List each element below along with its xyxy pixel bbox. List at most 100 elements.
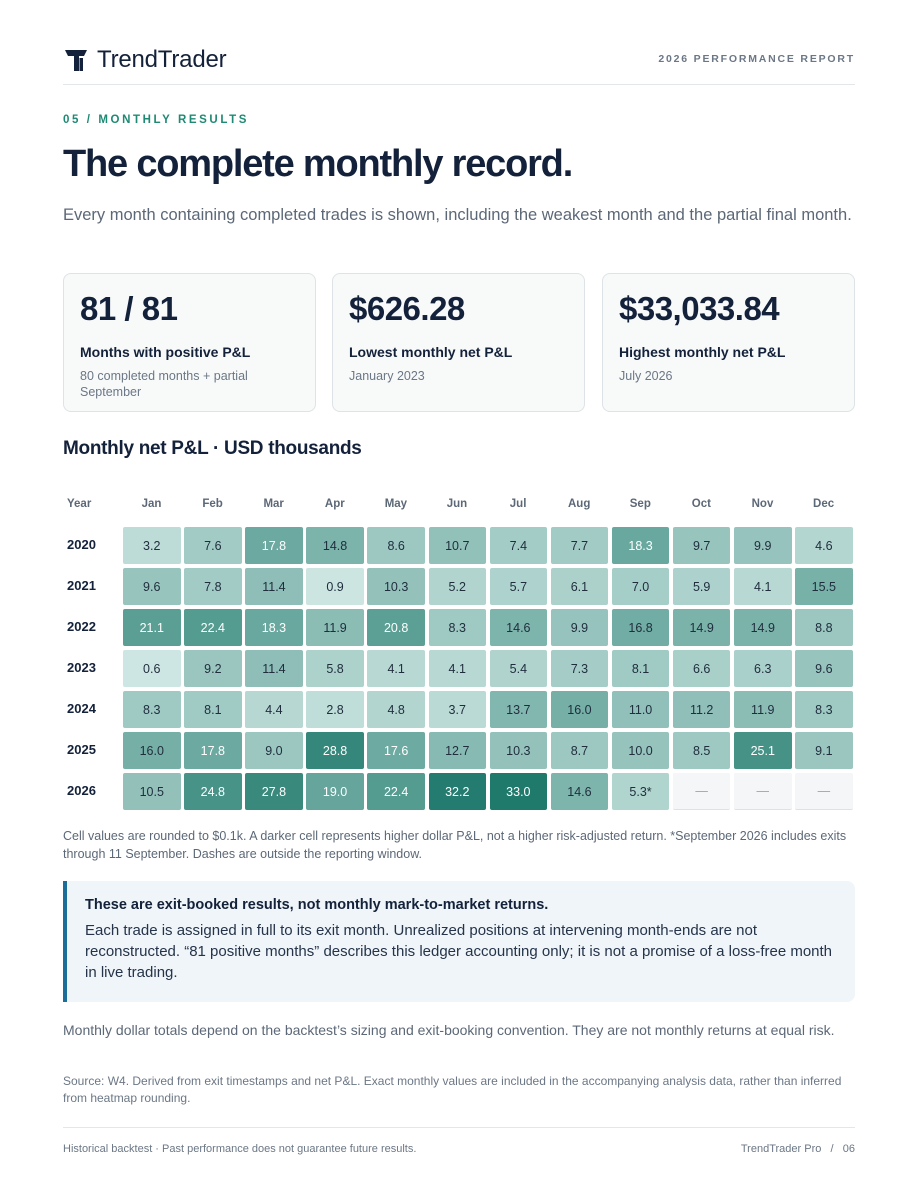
heatmap-cell: 20.8 [367, 609, 425, 646]
kpi-card-highest-month: $33,033.84 Highest monthly net P&L July … [602, 273, 855, 412]
heatmap-cell: 8.3 [123, 691, 181, 728]
heatmap-cell: 17.8 [184, 732, 242, 769]
heatmap-cell: 18.3 [245, 609, 303, 646]
heatmap-cell: — [795, 773, 853, 810]
brand-name: TrendTrader [97, 46, 227, 73]
heatmap-year-label: 2023 [67, 660, 96, 675]
heatmap-cell: 15.5 [795, 568, 853, 605]
heatmap-cell: 28.8 [306, 732, 364, 769]
callout-box: These are exit-booked results, not month… [63, 881, 855, 1002]
kpi-label: Highest monthly net P&L [619, 344, 786, 360]
heatmap-year-label: 2024 [67, 701, 96, 716]
heatmap-cell: — [672, 773, 731, 810]
heatmap-year-label: 2020 [67, 537, 96, 552]
page-footer: Historical backtest · Past performance d… [63, 1127, 855, 1155]
kpi-value: $626.28 [349, 290, 465, 327]
heatmap-cell: 7.3 [550, 650, 609, 687]
heatmap-cell: 9.9 [550, 609, 609, 646]
heatmap-month-label: May [384, 498, 408, 510]
heatmap-cell: 8.3 [795, 691, 853, 728]
kpi-detail: July 2026 [619, 369, 673, 383]
heatmap-cell: 4.1 [367, 650, 425, 687]
callout-heading: These are exit-booked results, not month… [85, 897, 549, 913]
heatmap-cell: 11.4 [245, 650, 303, 687]
heatmap-month-label: Dec [813, 498, 835, 510]
heatmap-cell: 10.5 [123, 773, 181, 810]
kpi-value: 81 / 81 [80, 290, 178, 327]
kpi-detail: January 2023 [349, 369, 425, 383]
heatmap-month-label: Jan [141, 498, 162, 510]
kpi-card-positive-months: 81 / 81 Months with positive P&L 80 comp… [63, 273, 316, 412]
heatmap-cell: 4.8 [367, 691, 425, 728]
heatmap-cell: 7.0 [611, 568, 670, 605]
heatmap-cell: 5.8 [306, 650, 364, 687]
heatmap-month-label: Feb [202, 498, 223, 510]
heatmap-cell: 14.9 [672, 609, 731, 646]
heatmap-cell: 24.8 [184, 773, 242, 810]
heatmap-cell: 12.7 [428, 732, 486, 769]
heatmap-month-label: Jun [446, 498, 468, 510]
heatmap-month-label: Jul [509, 498, 527, 510]
heatmap-cell: 18.3 [611, 527, 670, 564]
heatmap-cell: 5.7 [489, 568, 548, 605]
heatmap-cell: 9.1 [795, 732, 853, 769]
kpi-value: $33,033.84 [619, 290, 780, 327]
heatmap-cell: 6.1 [550, 568, 609, 605]
heatmap-cell: 7.4 [489, 527, 548, 564]
heatmap-cell: 25.1 [734, 732, 792, 769]
heatmap-cell: 8.1 [184, 691, 242, 728]
kpi-card-lowest-month: $626.28 Lowest monthly net P&L January 2… [332, 273, 585, 412]
heatmap-cell: 14.8 [306, 527, 364, 564]
heatmap-cell: 5.9 [672, 568, 731, 605]
heatmap-cell: 14.9 [734, 609, 792, 646]
heatmap-cell: 5.3* [611, 773, 670, 810]
heatmap-cell: 4.4 [245, 691, 303, 728]
heatmap-cell: 3.2 [123, 527, 181, 564]
heatmap-cell: 2.8 [306, 691, 364, 728]
heatmap-cell: 22.4 [184, 609, 242, 646]
heatmap-cell: 27.8 [245, 773, 303, 810]
heatmap-cell: 8.3 [428, 609, 486, 646]
heatmap-cell: 22.4 [367, 773, 425, 810]
heatmap-cell: 11.9 [306, 609, 364, 646]
heatmap-cell: 3.7 [428, 691, 486, 728]
heatmap-cell: 6.6 [672, 650, 731, 687]
heatmap-corner-label: Year [67, 498, 92, 510]
heatmap-cell: 32.2 [428, 773, 486, 810]
heatmap-cell: 10.3 [489, 732, 548, 769]
heatmap-month-label: Apr [324, 498, 345, 510]
footer-page-number: TrendTrader Pro / 06 [740, 1143, 855, 1155]
heatmap-cell: 9.2 [184, 650, 242, 687]
kpi-label: Months with positive P&L [80, 344, 251, 360]
heatmap-cell: 8.8 [795, 609, 853, 646]
heatmap-cell: 4.6 [795, 527, 853, 564]
heatmap-cell: 14.6 [550, 773, 609, 810]
heatmap-cell: 11.0 [611, 691, 670, 728]
brand-logo: TrendTrader [63, 46, 227, 74]
heatmap-year-label: 2025 [67, 742, 96, 757]
heatmap-cell: 7.7 [550, 527, 609, 564]
heatmap-year-label: 2026 [67, 783, 96, 798]
heatmap-month-label: Sep [629, 498, 651, 510]
heatmap-cell: 17.8 [245, 527, 303, 564]
heatmap-cell: 9.7 [672, 527, 731, 564]
heatmap-cell: 11.9 [734, 691, 792, 728]
heatmap-month-label: Oct [691, 498, 711, 510]
heatmap-cell: 8.1 [611, 650, 670, 687]
heatmap-cell: 8.5 [672, 732, 731, 769]
report-tag: 2026 PERFORMANCE REPORT [658, 53, 855, 65]
kpi-detail: 80 completed months + partial September [80, 369, 248, 399]
heatmap-cell: 19.0 [306, 773, 364, 810]
footer-disclaimer: Historical backtest · Past performance d… [63, 1143, 417, 1155]
heatmap-cell: 11.4 [245, 568, 303, 605]
heatmap-cell: 10.7 [428, 527, 486, 564]
heatmap-note: Cell values are rounded to $0.1k. A dark… [63, 829, 847, 861]
callout-body: Each trade is assigned in full to its ex… [85, 922, 833, 981]
heatmap-cell: 33.0 [489, 773, 548, 810]
heatmap-cell: 9.0 [245, 732, 303, 769]
heatmap-cell: 0.6 [123, 650, 181, 687]
heatmap-year-label: 2022 [67, 619, 96, 634]
heatmap-cell: 9.6 [123, 568, 181, 605]
heatmap-cell: 14.6 [489, 609, 548, 646]
heatmap-cell: 4.1 [734, 568, 792, 605]
